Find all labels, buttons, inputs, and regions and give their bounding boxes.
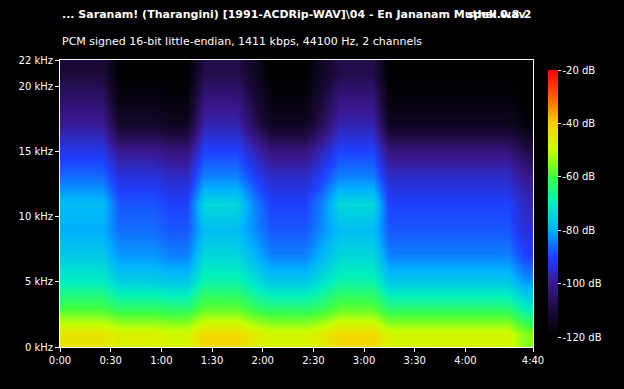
- svg-text:-120 dB: -120 dB: [563, 332, 602, 343]
- svg-text:PCM signed 16-bit little-endia: PCM signed 16-bit little-endian, 1411 kb…: [62, 35, 422, 48]
- svg-text:22 kHz: 22 kHz: [19, 55, 53, 66]
- svg-text:-80 dB: -80 dB: [563, 225, 596, 236]
- svg-text:spek 0.8.2: spek 0.8.2: [467, 8, 531, 21]
- svg-text:1:00: 1:00: [150, 355, 172, 366]
- svg-text:-60 dB: -60 dB: [563, 171, 596, 182]
- svg-text:1:30: 1:30: [201, 355, 223, 366]
- svg-text:0:30: 0:30: [99, 355, 121, 366]
- svg-text:-40 dB: -40 dB: [563, 118, 596, 129]
- svg-text:5 kHz: 5 kHz: [25, 276, 53, 287]
- svg-text:2:00: 2:00: [251, 355, 273, 366]
- svg-text:3:00: 3:00: [353, 355, 375, 366]
- svg-text:15 kHz: 15 kHz: [19, 146, 53, 157]
- svg-text:4:40: 4:40: [522, 355, 544, 366]
- svg-text:0 kHz: 0 kHz: [25, 342, 53, 353]
- svg-text:10 kHz: 10 kHz: [19, 211, 53, 222]
- svg-text:-20 dB: -20 dB: [563, 65, 596, 76]
- svg-text:4:00: 4:00: [454, 355, 476, 366]
- svg-text:0:00: 0:00: [49, 355, 71, 366]
- svg-text:20 kHz: 20 kHz: [19, 81, 53, 92]
- svg-text:... Saranam! (Tharangini) [199: ... Saranam! (Tharangini) [1991-ACDRip-W…: [62, 8, 527, 21]
- svg-text:2:30: 2:30: [302, 355, 324, 366]
- svg-text:-100 dB: -100 dB: [563, 278, 602, 289]
- svg-text:3:30: 3:30: [404, 355, 426, 366]
